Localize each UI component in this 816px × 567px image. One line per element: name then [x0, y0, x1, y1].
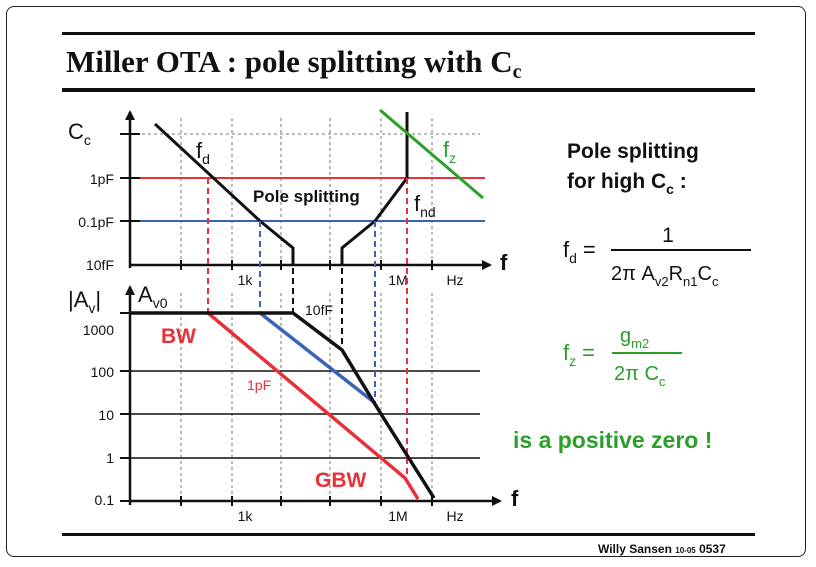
- positive-zero-text: is a positive zero !: [513, 427, 712, 453]
- top-xaxis-label: f: [500, 250, 508, 275]
- pole-splitting-label: Pole splitting: [253, 187, 360, 206]
- gbw-label: GBW: [315, 469, 367, 492]
- top-xtick-label-hz: Hz: [446, 272, 463, 288]
- bottom-xtick-label-1k: 1k: [238, 508, 254, 524]
- projection-lines: [207, 178, 408, 478]
- fz-eq-denominator: 2π Cc: [614, 363, 666, 389]
- gain-curve-1pf: [206, 311, 420, 500]
- gain-curve-0-1pf: [258, 311, 377, 405]
- bottom-xtick-label-hz: Hz: [446, 508, 463, 524]
- footer-date: 10-05: [675, 546, 696, 555]
- heading-line1: Pole splitting: [567, 140, 699, 163]
- title-bottom-rule: [62, 88, 755, 92]
- footer-author: Willy Sansen: [598, 542, 672, 556]
- fd-eq-lhs: fd =: [563, 237, 596, 266]
- bottom-ytick-label-0-1: 0.1: [95, 492, 115, 508]
- heading-line2: for high Cc :: [567, 170, 687, 197]
- fz-eq-numerator: gm2: [620, 325, 649, 351]
- bottom-grid: [180, 293, 433, 504]
- bottom-ytick-label-1: 1: [106, 450, 114, 466]
- footer: Willy Sansen 10-05 0537: [598, 542, 726, 556]
- av0-label: Av0: [138, 282, 168, 311]
- label-10ff: 10fF: [305, 302, 333, 318]
- bottom-ytick-label-100: 100: [91, 364, 115, 380]
- fd-eq-numerator: 1: [662, 224, 674, 247]
- label-1pf: 1pF: [247, 377, 271, 393]
- top-ytick-label-10ff: 10fF: [86, 257, 114, 273]
- fz-label: fz: [443, 137, 456, 166]
- bottom-ticks: [120, 312, 433, 506]
- footer-slide-number: 0537: [699, 542, 726, 556]
- bottom-xaxis-label: f: [511, 486, 519, 511]
- gain-curve-10ff: [130, 311, 436, 499]
- title-top-rule: [62, 32, 755, 35]
- fz-eq-lhs: fz =: [563, 340, 595, 369]
- bottom-hlines: [130, 370, 480, 459]
- slide-title: Miller OTA : pole splitting with Cc: [66, 44, 522, 84]
- top-grid: [130, 118, 480, 268]
- footer-rule: [62, 533, 755, 536]
- top-ytick-label-0-1pf: 0.1pF: [78, 214, 114, 230]
- bottom-yaxis-label: |Av|: [68, 287, 101, 316]
- top-ytick-label-1pf: 1pF: [90, 171, 114, 187]
- fd-label: fd: [196, 138, 210, 167]
- bottom-xtick-label-1m: 1M: [388, 508, 407, 524]
- slide-title-sub: c: [512, 61, 522, 83]
- top-xtick-label-1m: 1M: [388, 272, 407, 288]
- top-yaxis-label: Cc: [68, 119, 91, 148]
- fd-curve: [153, 122, 295, 265]
- bw-label: BW: [161, 325, 196, 348]
- bottom-ytick-label-1000: 1000: [83, 322, 114, 338]
- slide-title-main: Miller OTA : pole splitting with C: [66, 44, 513, 79]
- fz-curve: [379, 108, 484, 200]
- fnd-label: fnd: [414, 191, 436, 220]
- bottom-ytick-label-10: 10: [98, 407, 114, 423]
- top-ticks: [120, 133, 433, 270]
- fd-eq-denominator: 2π Av2Rn1Cc: [611, 263, 719, 289]
- top-xtick-label-1k: 1k: [238, 272, 254, 288]
